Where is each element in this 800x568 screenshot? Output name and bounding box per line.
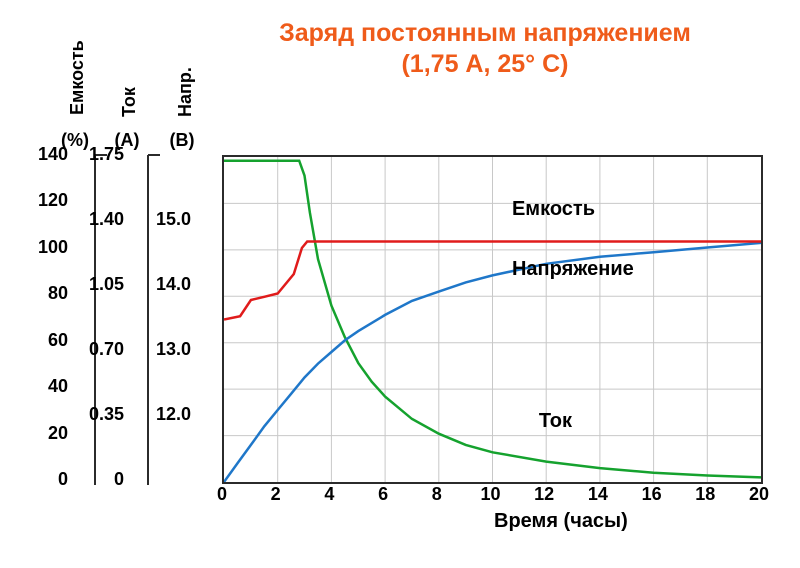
axis-stub-capacity [85, 155, 105, 495]
tick-x: 18 [687, 484, 723, 505]
tick-capacity: 100 [22, 237, 68, 258]
header-capacity: Емкость [67, 30, 88, 125]
tick-x: 12 [526, 484, 562, 505]
tick-x: 2 [258, 484, 294, 505]
tick-current: 0.70 [78, 339, 124, 360]
series-label-capacity: Емкость [512, 198, 595, 221]
plot-area [222, 155, 763, 484]
tick-capacity: 20 [22, 423, 68, 444]
tick-voltage: 15.0 [145, 209, 191, 230]
header-voltage: Напр. [175, 60, 196, 125]
title-line1: Заряд постоянным напряжением [279, 19, 691, 47]
tick-capacity: 60 [22, 330, 68, 351]
tick-capacity: 80 [22, 283, 68, 304]
tick-capacity: 120 [22, 190, 68, 211]
header-current: Ток [119, 80, 140, 124]
axis-stub-current [138, 155, 158, 495]
unit-voltage: (В) [162, 130, 202, 151]
tick-current: 1.05 [78, 274, 124, 295]
x-axis-label: Время (часы) [494, 510, 628, 533]
tick-voltage: 13.0 [145, 339, 191, 360]
tick-x: 10 [473, 484, 509, 505]
series-label-current: Ток [539, 410, 572, 433]
tick-x: 8 [419, 484, 455, 505]
tick-current: 1.75 [78, 144, 124, 165]
tick-x: 0 [204, 484, 240, 505]
title-line2: (1,75 А, 25° С) [401, 50, 568, 78]
chart-title: Заряд постоянным напряжением (1,75 А, 25… [170, 18, 800, 81]
plot-svg [224, 157, 761, 482]
tick-voltage: 14.0 [145, 274, 191, 295]
tick-current: 0 [78, 469, 124, 490]
tick-x: 6 [365, 484, 401, 505]
tick-x: 14 [580, 484, 616, 505]
tick-voltage: 12.0 [145, 404, 191, 425]
tick-current: 0.35 [78, 404, 124, 425]
tick-capacity: 0 [22, 469, 68, 490]
tick-x: 20 [741, 484, 777, 505]
tick-capacity: 40 [22, 376, 68, 397]
series-label-voltage: Напряжение [512, 258, 634, 281]
tick-current: 1.40 [78, 209, 124, 230]
tick-x: 4 [311, 484, 347, 505]
tick-capacity: 140 [22, 144, 68, 165]
tick-x: 16 [634, 484, 670, 505]
